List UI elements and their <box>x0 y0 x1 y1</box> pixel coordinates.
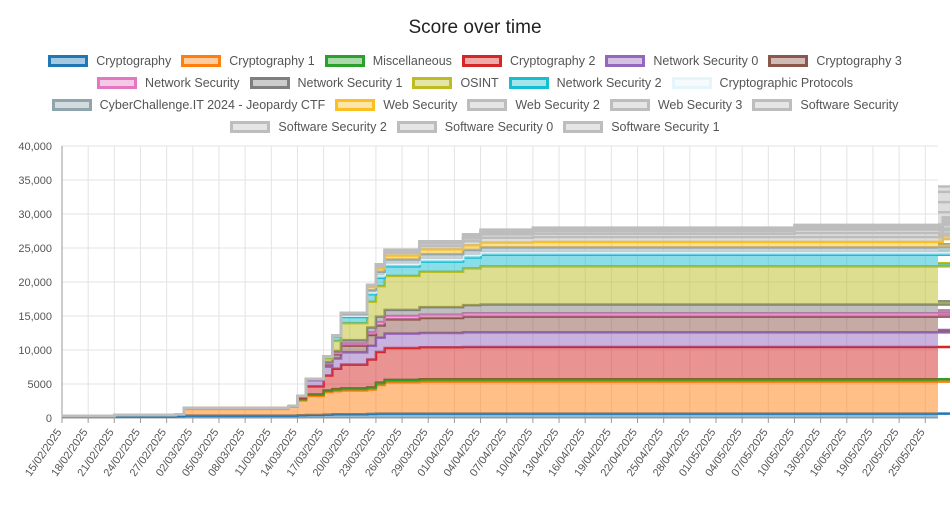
legend-label: Network Security 1 <box>297 76 403 90</box>
legend-label: CyberChallenge.IT 2024 - Jeopardy CTF <box>99 98 326 112</box>
legend-swatch <box>324 55 365 67</box>
legend-label: Cryptography 1 <box>229 54 315 68</box>
legend-item[interactable]: OSINT <box>412 76 499 90</box>
legend-label: Network Security 2 <box>556 76 662 90</box>
y-tick-label: 35,000 <box>18 175 52 187</box>
legend-item[interactable]: Network Security <box>97 76 240 90</box>
legend-swatch <box>768 55 809 67</box>
legend-label: Web Security 2 <box>515 98 600 112</box>
series-line <box>62 185 950 418</box>
legend-swatch <box>51 99 92 111</box>
series-area <box>62 263 950 416</box>
legend-item[interactable]: Cryptographic Protocols <box>671 76 853 90</box>
legend-label: Software Security <box>800 98 899 112</box>
series-area <box>62 212 950 416</box>
legend-swatch <box>396 121 437 133</box>
y-tick-label: 30,000 <box>18 209 52 221</box>
legend-label: Cryptography 3 <box>816 54 902 68</box>
legend-row: Software Security 2 Software Security 0 So… <box>0 120 950 134</box>
legend-label: Network Security 0 <box>653 54 759 68</box>
y-tick-label: 40,000 <box>18 141 52 153</box>
legend-item[interactable]: Cryptography 1 <box>181 54 315 68</box>
legend-swatch <box>609 99 650 111</box>
legend-swatch <box>48 55 89 67</box>
legend-swatch <box>671 77 712 89</box>
legend-item[interactable]: Web Security <box>335 98 457 112</box>
legend-item[interactable]: Software Security 0 <box>396 120 554 134</box>
legend-row: Cryptography Cryptography 1 Miscellaneous C… <box>0 54 950 68</box>
legend-swatch <box>461 55 502 67</box>
legend-swatch <box>467 99 508 111</box>
y-tick-label: 5000 <box>28 379 52 391</box>
legend-label: Software Security 0 <box>444 120 554 134</box>
y-tick-label: 0 <box>46 413 52 425</box>
legend-swatch <box>752 99 793 111</box>
legend-item[interactable]: Network Security 2 <box>508 76 662 90</box>
legend-item[interactable]: Cryptography 2 <box>461 54 596 68</box>
legend-item[interactable]: Cryptography <box>48 54 171 68</box>
series-area <box>62 329 950 416</box>
legend-swatch <box>230 121 271 133</box>
legend-swatch <box>335 99 376 111</box>
series-area <box>62 346 950 416</box>
legend-item[interactable]: Miscellaneous <box>324 54 452 68</box>
legend-swatch <box>412 77 453 89</box>
legend-row: Network Security Network Security 1 OSINT N… <box>0 76 950 90</box>
legend-swatch <box>249 77 290 89</box>
series-area <box>62 313 950 416</box>
legend-label: Software Security 2 <box>278 120 387 134</box>
legend-label: OSINT <box>460 76 499 90</box>
legend-swatch <box>97 77 138 89</box>
legend-swatch <box>181 55 222 67</box>
legend-item[interactable]: Cryptography 3 <box>768 54 902 68</box>
legend-label: Network Security <box>145 76 240 90</box>
legend-item[interactable]: Web Security 3 <box>609 98 743 112</box>
legend-label: Software Security 1 <box>611 120 720 134</box>
series-area <box>62 301 950 416</box>
chart-title: Score over time <box>408 17 542 38</box>
legend-item[interactable]: Software Security 2 <box>230 120 387 134</box>
legend-item[interactable]: Software Security <box>752 98 898 112</box>
legend-label: Cryptography 2 <box>509 54 596 68</box>
legend-label: Cryptographic Protocols <box>719 76 853 90</box>
legend-label: Web Security <box>383 98 458 112</box>
y-tick-label: 25,000 <box>18 243 52 255</box>
legend-swatch <box>605 55 646 67</box>
legend-label: Web Security 3 <box>657 98 743 112</box>
series-area <box>62 381 950 417</box>
legend-item[interactable]: Software Security 1 <box>563 120 720 134</box>
legend-swatch <box>563 121 604 133</box>
legend-swatch <box>508 77 549 89</box>
legend-item[interactable]: Network Security 1 <box>249 76 403 90</box>
legend-row: CyberChallenge.IT 2024 - Jeopardy CTF Web… <box>0 98 950 112</box>
legend-item[interactable]: CyberChallenge.IT 2024 - Jeopardy CTF <box>51 98 326 112</box>
y-tick-label: 20,000 <box>18 277 52 289</box>
legend-label: Miscellaneous <box>372 54 452 68</box>
legend-label: Cryptography <box>96 54 172 68</box>
y-tick-label: 10,000 <box>18 345 52 357</box>
legend-item[interactable]: Network Security 0 <box>605 54 758 68</box>
y-tick-label: 15,000 <box>18 311 52 323</box>
legend-item[interactable]: Web Security 2 <box>467 98 600 112</box>
